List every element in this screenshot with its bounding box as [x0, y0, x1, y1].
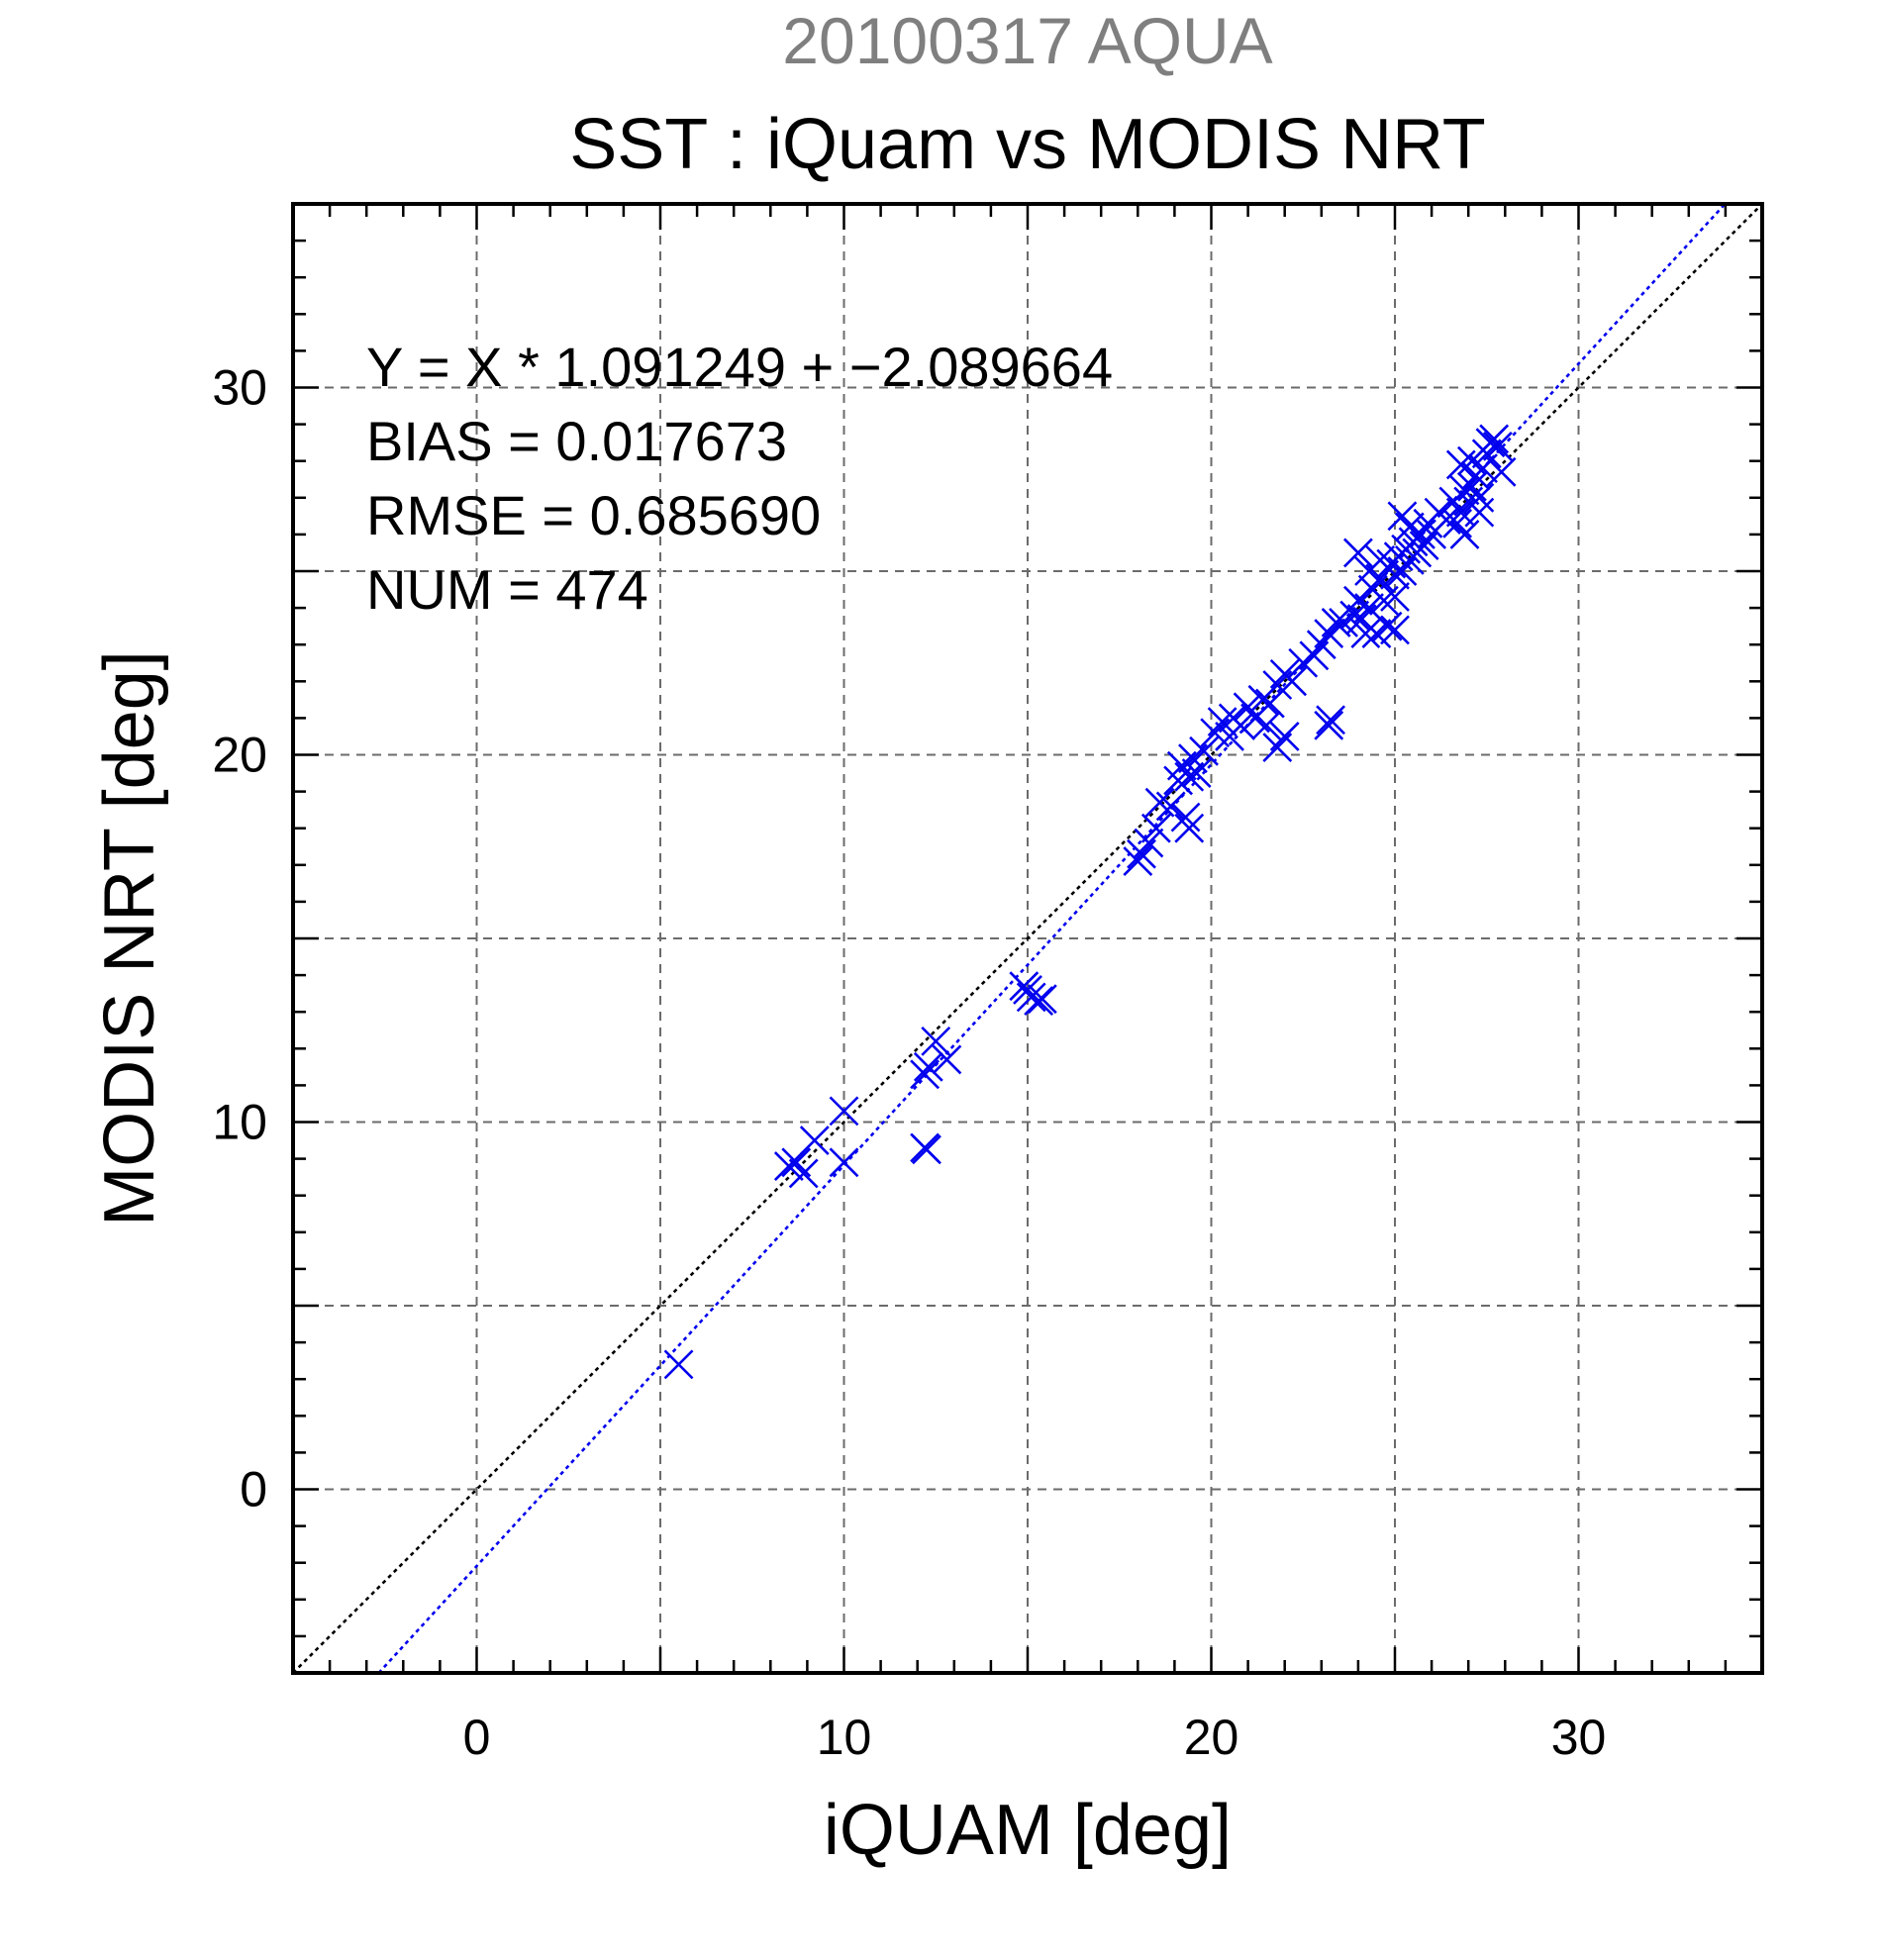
data-point	[1027, 984, 1057, 1015]
data-point	[1482, 431, 1513, 461]
y-tick-labels: 0 10 20 30	[212, 360, 267, 1518]
data-point	[1123, 846, 1153, 877]
data-point	[921, 1026, 951, 1056]
data-point	[1155, 791, 1186, 822]
rmse-stat: RMSE = 0.685690	[366, 484, 821, 546]
data-point	[1486, 456, 1517, 487]
data-point	[788, 1158, 819, 1189]
y-tick-label: 30	[212, 360, 267, 416]
identity-line	[293, 204, 1762, 1673]
data-point	[1181, 758, 1212, 788]
data-point	[912, 1134, 941, 1165]
stats-box: Y = X * 1.091249 + −2.089664 BIAS = 0.01…	[366, 336, 1113, 621]
data-point	[1016, 982, 1046, 1013]
x-tick-label: 0	[463, 1710, 491, 1765]
x-axis-title: iQUAM [deg]	[824, 1791, 1232, 1870]
regression-line	[376, 204, 1728, 1673]
data-point	[1251, 710, 1282, 740]
y-tick-label: 10	[212, 1095, 267, 1150]
data-point	[1189, 735, 1219, 766]
data-point	[1013, 975, 1042, 1005]
num-stat: NUM = 474	[366, 558, 648, 621]
data-point	[1372, 611, 1403, 641]
data-point	[1342, 538, 1373, 568]
data-point	[799, 1126, 830, 1155]
data-point	[1350, 619, 1381, 648]
data-point	[1207, 707, 1238, 737]
data-points	[663, 424, 1517, 1380]
data-point	[829, 1147, 859, 1178]
data-point	[1445, 449, 1476, 480]
data-point	[1314, 710, 1344, 740]
data-point	[1449, 475, 1480, 506]
data-point	[1174, 761, 1205, 792]
x-tick-labels: 0 10 20 30	[463, 1710, 1607, 1765]
data-point	[1316, 705, 1345, 735]
chart-supertitle: 20100317 AQUA	[782, 4, 1272, 77]
data-point	[910, 1059, 940, 1090]
grid-lines	[293, 204, 1762, 1673]
data-point	[1170, 802, 1201, 833]
data-point	[1394, 512, 1425, 542]
data-point	[1269, 722, 1300, 751]
data-point	[1140, 813, 1171, 843]
data-point	[1134, 828, 1164, 858]
data-point	[1144, 787, 1175, 818]
data-point	[1174, 813, 1205, 843]
plot-frame	[291, 202, 1764, 1675]
fit-equation: Y = X * 1.091249 + −2.089664	[366, 336, 1113, 398]
data-point	[829, 1096, 859, 1127]
data-point	[773, 1151, 804, 1181]
data-point	[1464, 482, 1495, 513]
chart-title: SST : iQuam vs MODIS NRT	[569, 105, 1486, 184]
data-point	[1226, 710, 1256, 740]
data-point	[932, 1044, 962, 1075]
data-point	[1277, 666, 1308, 697]
reference-lines	[293, 204, 1762, 1673]
data-point	[1432, 505, 1461, 535]
x-tick-label: 10	[817, 1710, 872, 1765]
bias-stat: BIAS = 0.017673	[366, 410, 787, 472]
x-tick-label: 20	[1184, 1710, 1239, 1765]
data-point	[1456, 445, 1487, 476]
y-tick-label: 20	[212, 728, 267, 783]
data-point	[1464, 497, 1495, 528]
data-point	[1368, 585, 1399, 616]
data-point	[1380, 615, 1410, 645]
data-point	[913, 1051, 943, 1082]
data-point	[663, 1349, 694, 1380]
data-point	[1380, 582, 1410, 612]
data-point	[1365, 544, 1396, 575]
data-point	[1449, 519, 1480, 549]
y-tick-label: 0	[240, 1462, 267, 1518]
x-tick-label: 30	[1551, 1710, 1607, 1765]
y-axis-title: MODIS NRT [deg]	[90, 650, 169, 1226]
